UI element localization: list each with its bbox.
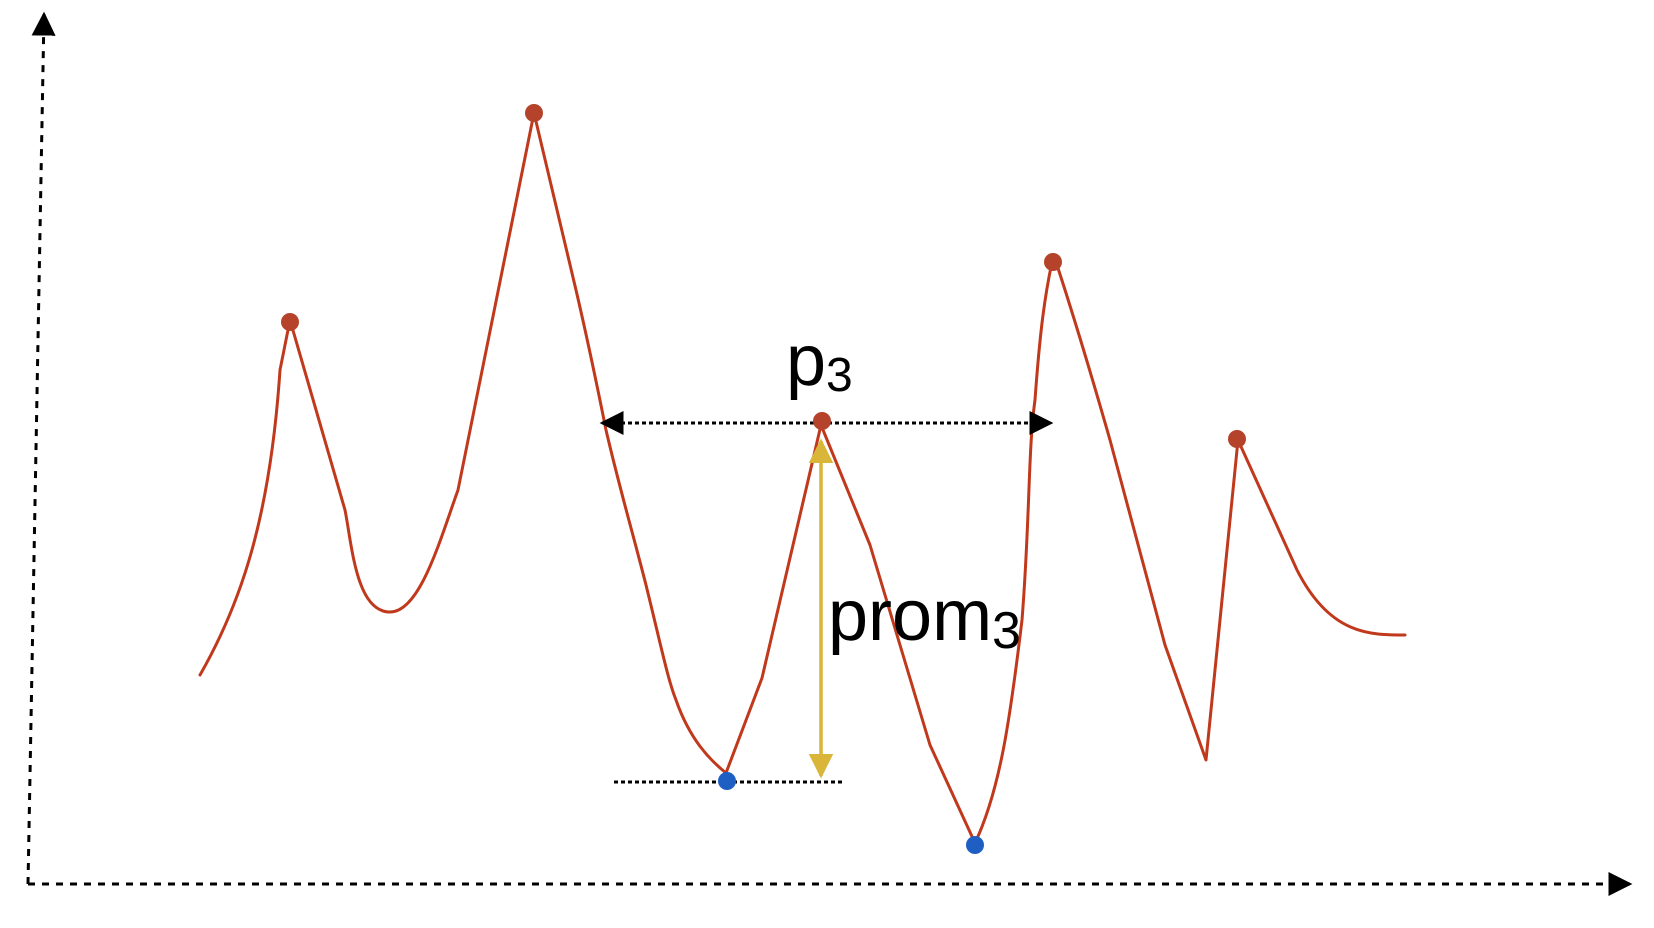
peak-marker: [525, 104, 543, 122]
peak-label-name: p: [786, 321, 826, 401]
peak-marker: [281, 313, 299, 331]
peak-marker-p3: [813, 412, 831, 430]
prominence-label-subscript: 3: [992, 602, 1021, 660]
valley-marker: [718, 772, 736, 790]
peak-marker: [1228, 430, 1246, 448]
prominence-label-name: prom: [828, 576, 992, 656]
peak-label: p3: [786, 321, 853, 402]
y-axis: [26, 11, 56, 885]
valley-marker: [966, 836, 984, 854]
prominence-label: prom3: [828, 576, 1021, 660]
peak-marker: [1044, 253, 1062, 271]
peak-label-subscript: 3: [826, 349, 853, 402]
signal-curve: [198, 111, 1407, 845]
